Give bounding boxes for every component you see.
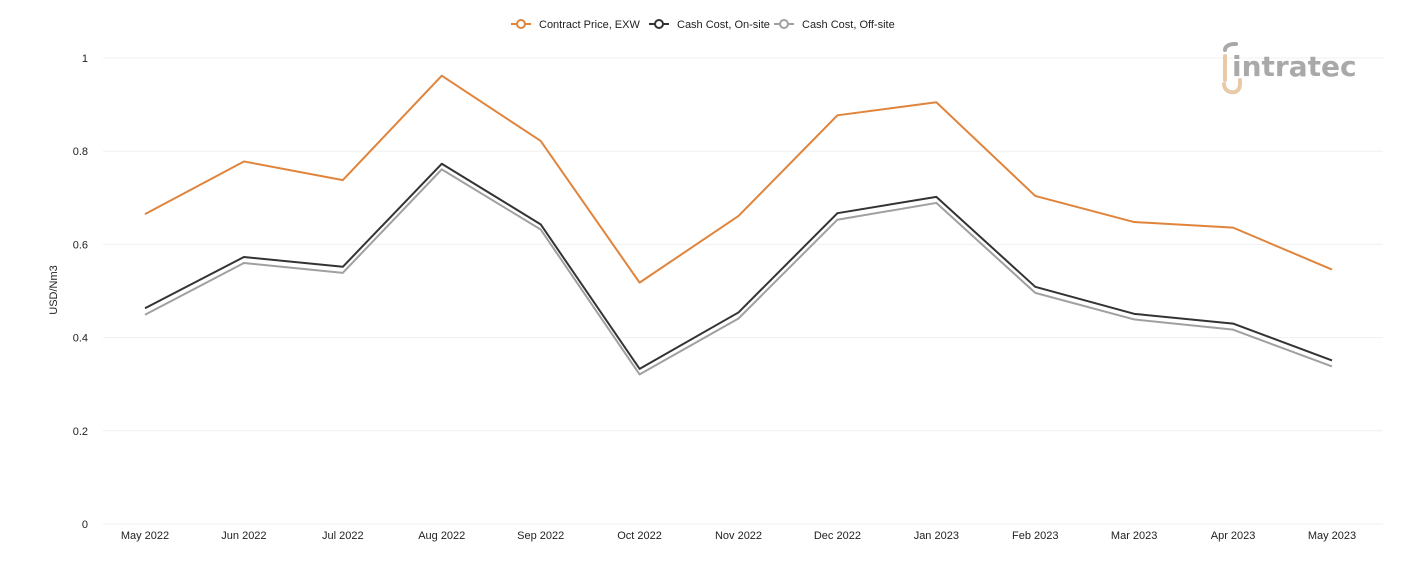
y-tick-label: 0.8	[73, 146, 88, 158]
y-tick-label: 1	[82, 53, 88, 65]
y-tick-label: 0	[82, 519, 88, 531]
y-tick-label: 0.6	[73, 239, 88, 251]
logo-mark-bottom	[1222, 78, 1242, 95]
x-tick-label: Apr 2023	[1211, 530, 1256, 542]
series-line	[144, 74, 1333, 284]
x-tick-label: Feb 2023	[1012, 530, 1058, 542]
x-tick-label: May 2023	[1308, 530, 1356, 542]
legend-marker	[654, 19, 664, 29]
intratec-logo: intratec	[1222, 42, 1357, 95]
y-tick-label: 0.2	[73, 426, 88, 438]
logo-mark-top	[1223, 42, 1238, 52]
legend-label: Cash Cost, Off-site	[802, 19, 895, 31]
legend-item[interactable]: Contract Price, EXW	[511, 19, 640, 31]
x-axis: May 2022 Jun 2022 Jul 2022 Aug 2022 Sep 2022…	[121, 530, 1356, 542]
legend-label: Contract Price, EXW	[539, 19, 640, 31]
series-2	[144, 168, 1333, 376]
y-axis-title: USD/Nm3	[48, 265, 60, 315]
x-tick-label: Jul 2022	[322, 530, 364, 542]
legend-label: Cash Cost, On-site	[677, 19, 770, 31]
series-0	[144, 74, 1333, 284]
x-tick-label: May 2022	[121, 530, 169, 542]
x-tick-label: Mar 2023	[1111, 530, 1157, 542]
legend-marker	[779, 19, 789, 29]
legend: Contract Price, EXW Cash Cost, On-site Cas…	[511, 19, 895, 31]
legend-item[interactable]: Cash Cost, On-site	[649, 19, 770, 31]
x-tick-label: Jan 2023	[914, 530, 959, 542]
y-axis: 0 0.2 0.4 0.6 0.8 1	[73, 53, 88, 531]
x-tick-label: Jun 2022	[221, 530, 266, 542]
series-line	[144, 162, 1333, 370]
series-line	[144, 168, 1333, 376]
x-tick-label: Oct 2022	[617, 530, 662, 542]
x-tick-label: Nov 2022	[715, 530, 762, 542]
x-tick-label: Aug 2022	[418, 530, 465, 542]
legend-item[interactable]: Cash Cost, Off-site	[774, 19, 895, 31]
x-tick-label: Sep 2022	[517, 530, 564, 542]
grid	[103, 57, 1383, 525]
x-tick-label: Dec 2022	[814, 530, 861, 542]
legend-marker	[516, 19, 526, 29]
logo-text: intratec	[1232, 50, 1357, 83]
series-group	[144, 74, 1333, 376]
y-tick-label: 0.4	[73, 333, 88, 345]
series-1	[144, 162, 1333, 370]
